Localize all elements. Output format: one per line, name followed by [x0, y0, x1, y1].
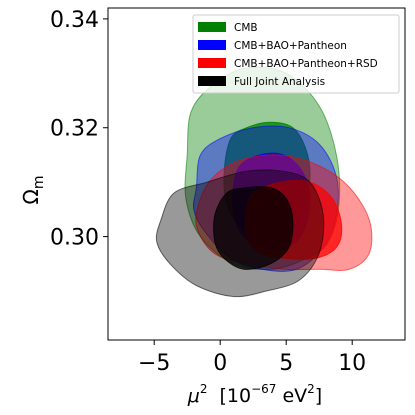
- legend-label: Full Joint Analysis: [234, 76, 325, 88]
- x-tick-label: 5: [279, 351, 293, 376]
- y-axis-label-sub: m: [31, 176, 47, 190]
- legend-label: CMB: [234, 22, 258, 34]
- y-tick-label: 0.34: [50, 8, 99, 33]
- y-axis-label: Ωm: [19, 176, 47, 205]
- legend-swatch: [198, 22, 226, 32]
- x-tick-label: −5: [138, 351, 170, 376]
- y-tick-label: 0.30: [50, 226, 99, 251]
- x-axis-label-unit-exp: −67: [251, 382, 276, 396]
- contour-layer: [155, 66, 373, 298]
- legend-swatch: [198, 58, 226, 68]
- contour-inner-full-joint-analysis: [213, 186, 294, 270]
- x-tick-label: 0: [213, 351, 227, 376]
- x-axis-label-unit-suffix: eV: [276, 385, 307, 407]
- legend: CMB CMB+BAO+Pantheon CMB+BAO+Pantheon+RSD F…: [192, 14, 400, 94]
- legend-swatch: [198, 40, 226, 50]
- x-axis-label-base: μ: [187, 385, 200, 407]
- legend-swatch: [198, 76, 226, 86]
- axis-ticks: −5 0 5 10 0.30 0.32 0.34: [50, 8, 366, 376]
- x-axis-label-unit-prefix: [10: [220, 385, 252, 407]
- x-axis-label-sup: 2: [200, 382, 208, 396]
- x-axis-label-close: ]: [315, 385, 322, 407]
- legend-label: CMB+BAO+Pantheon: [234, 40, 347, 52]
- y-axis-label-base: Ω: [19, 189, 43, 204]
- plot-frame: [107, 7, 406, 341]
- y-tick-label: 0.32: [50, 117, 99, 142]
- contour-series-full-joint-analysis: [155, 169, 325, 298]
- legend-box: [192, 14, 400, 94]
- x-tick-label: 10: [338, 351, 366, 376]
- legend-label: CMB+BAO+Pantheon+RSD: [234, 58, 378, 70]
- x-axis-label: μ2 [10−67 eV2]: [187, 382, 322, 407]
- x-axis-label-unit-sup: 2: [307, 382, 315, 396]
